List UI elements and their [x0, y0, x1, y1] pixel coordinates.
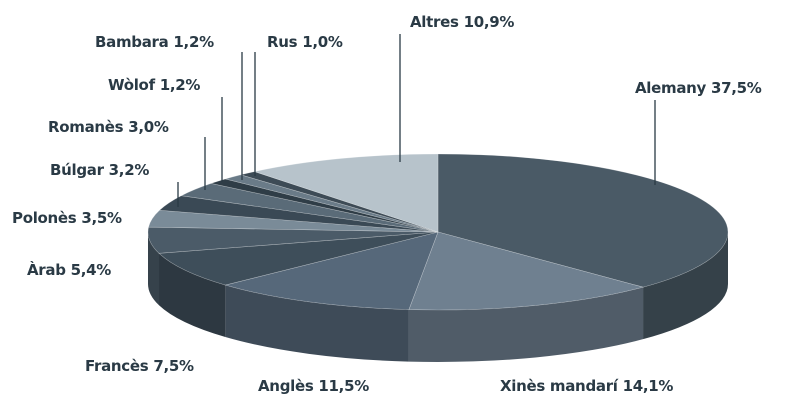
label-value: 7,5%	[153, 357, 194, 375]
pie-slice	[180, 183, 439, 233]
pie-side	[643, 232, 728, 340]
label-value: 37,5%	[711, 79, 762, 97]
label-value: 1,0%	[302, 33, 343, 51]
label-value: 5,4%	[71, 261, 112, 279]
pie-slice	[209, 178, 439, 233]
data-label: Rus 1,0%	[267, 33, 343, 51]
label-name: Francès	[85, 357, 149, 375]
data-label: Anglès 11,5%	[258, 377, 369, 395]
pie-side	[225, 285, 409, 362]
pie-slice	[158, 231, 439, 286]
label-name: Anglès	[258, 377, 314, 395]
data-label: Àrab 5,4%	[27, 260, 111, 279]
pie-side	[148, 232, 160, 306]
data-label: Bambara 1,2%	[95, 33, 214, 51]
data-label: Xinès mandarí 14,1%	[500, 377, 673, 395]
label-value: 11,5%	[318, 377, 369, 395]
label-value: 3,2%	[109, 161, 150, 179]
label-name: Rus	[267, 33, 298, 51]
data-label: Romanès 3,0%	[48, 118, 169, 136]
label-name: Wòlof	[108, 76, 156, 94]
label-name: Altres	[410, 13, 459, 31]
label-name: Búlgar	[50, 161, 105, 179]
pie-slice	[253, 153, 439, 233]
pie-slice	[147, 226, 439, 254]
pie-side	[408, 287, 644, 362]
pie-slice	[224, 174, 439, 233]
data-label: Polonès 3,5%	[12, 209, 122, 227]
data-label: Francès 7,5%	[85, 357, 194, 375]
label-value: 3,0%	[128, 118, 169, 136]
label-name: Alemany	[635, 79, 707, 97]
pie-slice	[224, 231, 439, 310]
label-value: 1,2%	[173, 33, 214, 51]
label-value: 3,5%	[81, 209, 122, 227]
label-name: Romanès	[48, 118, 124, 136]
pie-side	[159, 253, 226, 338]
label-name: Àrab	[27, 260, 66, 279]
label-name: Bambara	[95, 33, 168, 51]
pie-slice	[158, 195, 439, 233]
pie-slice	[148, 209, 439, 233]
data-label: Alemany 37,5%	[635, 79, 762, 97]
label-value: 1,2%	[160, 76, 201, 94]
label-name: Xinès mandarí	[500, 377, 619, 395]
data-label: Wòlof 1,2%	[108, 76, 200, 94]
label-value: 14,1%	[623, 377, 674, 395]
pie-slice	[408, 231, 645, 311]
pie-slice	[437, 153, 729, 288]
label-name: Polonès	[12, 209, 77, 227]
label-value: 10,9%	[464, 13, 515, 31]
data-label: Altres 10,9%	[410, 13, 514, 31]
data-label: Búlgar 3,2%	[50, 161, 149, 179]
